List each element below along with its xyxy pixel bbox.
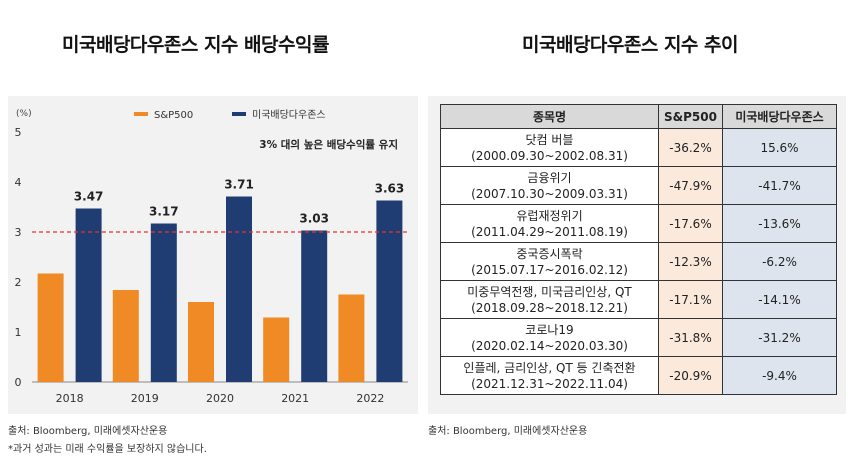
table-row: 코로나19 (2020.02.14~2020.03.30) -31.8% -31.…: [440, 318, 837, 357]
legend-label-dow: 미국배당다우존스: [252, 109, 326, 121]
dividend-yield-chart-panel: (%) 0 1 2 3 4 5 3.47 2018 3.17 2019 3.71 2020 3.03 202…: [8, 96, 418, 414]
legend-label-sp500: S&P500: [154, 110, 193, 121]
legend-swatch-dow: [232, 112, 246, 116]
sp500-return: -12.3%: [658, 242, 723, 281]
disclaimer-note: *과거 성과는 미래 수익률을 보장하지 않습니다.: [8, 444, 207, 455]
event-cell: 닷컴 버블 (2000.09.30~2002.08.31): [440, 128, 659, 167]
event-period: (2020.02.14~2020.03.30): [471, 338, 628, 353]
sp500-return: -17.1%: [658, 280, 723, 319]
bar-dow: [226, 196, 252, 382]
event-cell: 유럽재정위기 (2011.04.29~2011.08.19): [440, 204, 659, 243]
event-period: (2007.10.30~2009.03.31): [471, 186, 628, 201]
event-name: 닷컴 버블: [525, 132, 574, 147]
event-name: 금융위기: [527, 170, 572, 185]
x-tick-label: 2018: [56, 392, 84, 405]
event-name: 중국증시폭락: [516, 246, 583, 261]
bar-sp500: [112, 290, 139, 382]
header-dow: 미국배당다우존스: [722, 104, 837, 129]
chart-title: 미국배당다우존스 지수 배당수익률: [62, 34, 329, 56]
event-cell: 인플레, 금리인상, QT 등 긴축전환 (2021.12.31~2022.11.…: [440, 356, 659, 395]
sp500-return: -36.2%: [658, 128, 723, 167]
dow-return: -41.7%: [722, 166, 837, 205]
bar-dow: [301, 230, 328, 382]
legend-swatch-sp500: [134, 112, 148, 116]
bar-dow: [75, 208, 102, 382]
x-tick-label: 2019: [131, 392, 159, 405]
sp500-return: -47.9%: [658, 166, 723, 205]
data-label: 3.63: [375, 182, 405, 196]
x-tick-label: 2020: [206, 392, 234, 405]
event-cell: 금융위기 (2007.10.30~2009.03.31): [440, 166, 659, 205]
bar-sp500: [188, 302, 214, 382]
source-note-left: 출처: Bloomberg, 미래에셋자산운용: [8, 426, 168, 437]
table-row: 닷컴 버블 (2000.09.30~2002.08.31) -36.2% 15.6…: [440, 128, 837, 167]
dow-return: -14.1%: [722, 280, 837, 319]
table-row: 금융위기 (2007.10.30~2009.03.31) -47.9% -41.7…: [440, 166, 837, 205]
x-tick-label: 2022: [356, 392, 384, 405]
dow-return: -6.2%: [722, 242, 837, 281]
y-tick-label: 4: [15, 176, 22, 189]
table-row: 인플레, 금리인상, QT 등 긴축전환 (2021.12.31~2022.11.…: [440, 356, 837, 395]
dow-return: -13.6%: [722, 204, 837, 243]
sp500-return: -31.8%: [658, 318, 723, 357]
event-cell: 중국증시폭락 (2015.07.17~2016.02.12): [440, 242, 659, 281]
performance-table: 종목명 S&P500 미국배당다우존스 닷컴 버블 (2000.09.30~200…: [440, 104, 837, 395]
header-event: 종목명: [440, 104, 659, 129]
event-cell: 미중무역전쟁, 미국금리인상, QT (2018.09.28~2018.12.21…: [440, 280, 659, 319]
bar-sp500: [263, 317, 290, 382]
table-header-row: 종목명 S&P500 미국배당다우존스: [440, 104, 837, 129]
y-tick-label: 5: [15, 126, 22, 139]
sp500-return: -17.6%: [658, 204, 723, 243]
dow-return: -31.2%: [722, 318, 837, 357]
x-tick-label: 2021: [281, 392, 309, 405]
bar-dow: [150, 223, 177, 382]
dividend-yield-chart: (%) 0 1 2 3 4 5 3.47 2018 3.17 2019 3.71 2020 3.03 202…: [15, 109, 408, 405]
chart-annotation: 3% 대의 높은 배당수익률 유지: [259, 138, 398, 151]
event-period: (2021.12.31~2022.11.04): [471, 376, 628, 391]
y-tick-label: 1: [15, 326, 22, 339]
sp500-return: -20.9%: [658, 356, 723, 395]
event-cell: 코로나19 (2020.02.14~2020.03.30): [440, 318, 659, 357]
data-label: 3.47: [74, 190, 104, 204]
event-period: (2011.04.29~2011.08.19): [471, 224, 628, 239]
event-name: 미중무역전쟁, 미국금리인상, QT: [467, 284, 632, 299]
event-period: (2015.07.17~2016.02.12): [471, 262, 628, 277]
bar-sp500: [37, 273, 64, 382]
performance-table-panel: 종목명 S&P500 미국배당다우존스 닷컴 버블 (2000.09.30~200…: [428, 96, 846, 414]
data-label: 3.17: [149, 205, 179, 219]
bar-dow: [376, 200, 403, 382]
table-title: 미국배당다우존스 지수 추이: [522, 34, 739, 56]
y-tick-label: 2: [15, 276, 22, 289]
event-period: (2000.09.30~2002.08.31): [471, 148, 628, 163]
event-name: 코로나19: [525, 322, 574, 337]
dow-return: 15.6%: [722, 128, 837, 167]
table-row: 중국증시폭락 (2015.07.17~2016.02.12) -12.3% -6.…: [440, 242, 837, 281]
y-unit-label: (%): [16, 109, 32, 119]
header-sp500: S&P500: [658, 104, 723, 129]
event-name: 유럽재정위기: [516, 208, 583, 223]
event-name: 인플레, 금리인상, QT 등 긴축전환: [463, 360, 636, 375]
y-tick-label: 0: [15, 376, 22, 389]
bar-sp500: [338, 294, 365, 382]
table-row: 미중무역전쟁, 미국금리인상, QT (2018.09.28~2018.12.21…: [440, 280, 837, 319]
data-label: 3.71: [224, 178, 254, 192]
table-row: 유럽재정위기 (2011.04.29~2011.08.19) -17.6% -13…: [440, 204, 837, 243]
y-tick-label: 3: [15, 226, 22, 239]
data-label: 3.03: [299, 212, 329, 226]
source-note-right: 출처: Bloomberg, 미래에셋자산운용: [428, 426, 588, 437]
event-period: (2018.09.28~2018.12.21): [471, 300, 628, 315]
dow-return: -9.4%: [722, 356, 837, 395]
